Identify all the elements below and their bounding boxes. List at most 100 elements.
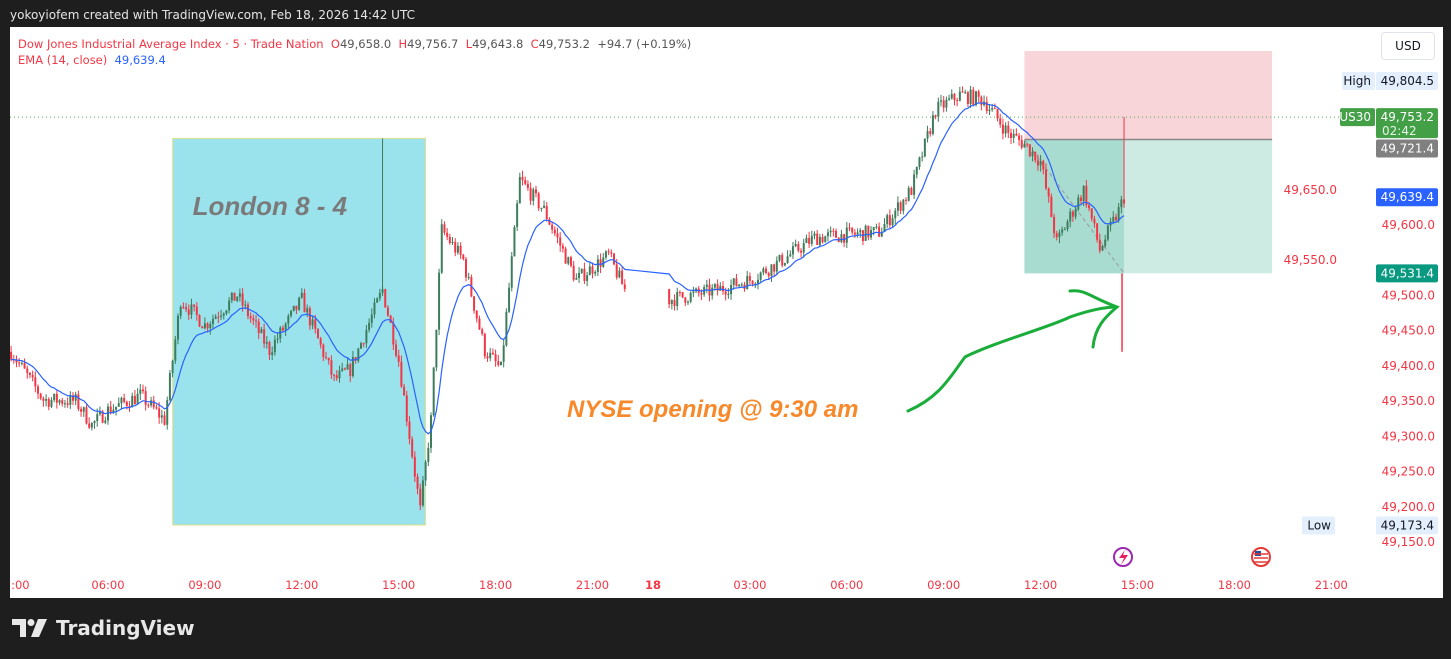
candle (211, 314, 214, 329)
candle-body (368, 322, 371, 331)
us-flag-icon (1251, 547, 1271, 567)
stop-loss-zone (1024, 51, 1273, 140)
legend: Dow Jones Industrial Average Index · 5 ·… (18, 36, 691, 68)
price-tick-label: 49,600.0 (1382, 218, 1435, 232)
candle (867, 225, 870, 241)
candle (905, 197, 908, 205)
candle-body (1074, 209, 1077, 217)
candle (139, 384, 142, 401)
candle-body (440, 224, 443, 273)
candle-body (851, 227, 854, 233)
target-price-badge-text: 49,531.4 (1381, 266, 1434, 280)
candle-body (502, 345, 505, 362)
candle (413, 451, 416, 483)
candle-body (751, 280, 754, 284)
candle (45, 394, 48, 407)
candle-body (886, 215, 889, 225)
candle-body (403, 386, 406, 396)
candle (958, 86, 961, 102)
candle-body (545, 205, 548, 220)
candle-body (575, 278, 578, 280)
candle (692, 286, 695, 298)
candle-body (171, 360, 174, 374)
candle (330, 355, 333, 379)
candle-body (424, 461, 427, 481)
candle (1044, 163, 1047, 191)
candle-body (931, 115, 934, 134)
candle-body (416, 476, 419, 489)
candle-body (144, 391, 147, 405)
candle (1117, 203, 1120, 223)
candle (166, 396, 169, 430)
candle-body (370, 314, 373, 323)
candle (561, 243, 564, 253)
candle-body (966, 92, 969, 104)
candle (306, 304, 309, 318)
candle (567, 256, 570, 266)
candle (794, 239, 797, 248)
candle (55, 389, 58, 409)
candle (136, 388, 139, 405)
last-price-text: 49,753.2 (1381, 110, 1434, 124)
candle-body (432, 367, 435, 416)
candle-body (1012, 133, 1015, 138)
candle-body (759, 272, 762, 280)
candle-body (61, 400, 64, 404)
candle-body (499, 361, 502, 365)
candle-body (378, 292, 381, 299)
candle (781, 252, 784, 268)
candle-body (824, 236, 827, 243)
symbol-name[interactable]: Dow Jones Industrial Average Index · 5 ·… (18, 37, 324, 51)
candle-body (1058, 232, 1061, 237)
candle (1020, 135, 1023, 150)
candle (926, 125, 929, 143)
candle (88, 417, 91, 429)
candle (483, 332, 486, 360)
candle-body (287, 315, 290, 324)
candle-body (389, 315, 392, 323)
tradingview-logo[interactable]: TradingView (12, 616, 195, 640)
chart-panel[interactable]: London 8 - 4 NYSE opening @ 9:30 am 49,650… (10, 27, 1443, 598)
candle-body (972, 89, 975, 106)
currency-button[interactable]: USD (1381, 32, 1435, 60)
candle-body (872, 227, 875, 231)
candle (551, 221, 554, 234)
candle-body (203, 323, 206, 329)
price-tick-label: 49,550.0 (1284, 253, 1337, 267)
price-tick-label: 49,500.0 (1382, 288, 1435, 302)
candle-body (505, 311, 508, 346)
candle (386, 305, 389, 317)
candle-body (308, 308, 311, 326)
chart-caption: yokoyiofem created with TradingView.com,… (10, 8, 415, 22)
candle-body (273, 339, 276, 353)
candle-body (748, 276, 751, 281)
candle (1004, 122, 1007, 138)
candle-body (72, 395, 75, 401)
candle (28, 372, 31, 379)
candle-body (594, 271, 597, 274)
candle-body (950, 93, 953, 99)
candle-body (711, 287, 714, 296)
candle-body (486, 356, 489, 359)
chart-canvas[interactable]: London 8 - 4 NYSE opening @ 9:30 am 49,650… (10, 27, 1443, 598)
candle-body (276, 338, 279, 340)
candle (209, 321, 212, 335)
candle-body (268, 342, 271, 355)
candle-body (516, 203, 519, 228)
candle-body (689, 292, 692, 302)
high-label: H (398, 37, 408, 51)
candle (343, 367, 346, 371)
candle (147, 403, 150, 408)
candle-body (1044, 169, 1047, 189)
ema-label[interactable]: EMA (14, close) (18, 53, 108, 67)
candle-body (185, 307, 188, 310)
candle-body (991, 108, 994, 110)
candle (1104, 234, 1107, 248)
candle-body (1082, 185, 1085, 201)
candle (171, 359, 174, 378)
candle-body (613, 253, 616, 265)
candle (61, 397, 64, 407)
candle (789, 250, 792, 258)
candle-body (23, 362, 26, 369)
candle-body (835, 230, 838, 238)
